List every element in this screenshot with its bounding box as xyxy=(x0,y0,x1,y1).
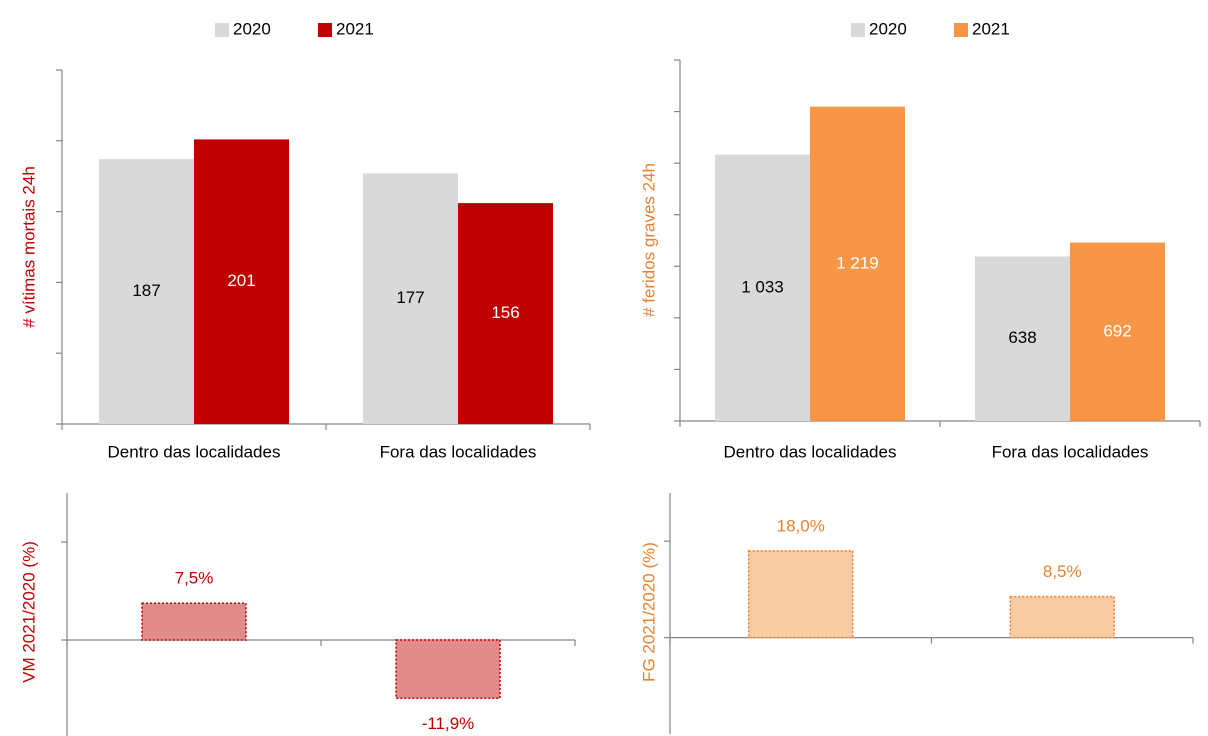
legend-label: 2021 xyxy=(972,19,1010,38)
legend-swatch xyxy=(215,23,229,37)
legend-swatch xyxy=(954,23,968,37)
bar xyxy=(1009,595,1115,639)
bar xyxy=(363,173,458,424)
value-label: 18,0% xyxy=(777,516,825,535)
bar xyxy=(975,256,1070,421)
legend-label: 2020 xyxy=(233,19,271,38)
x-tick-label: Fora das localidades xyxy=(380,442,537,461)
value-label: -11,9% xyxy=(422,714,475,733)
bar xyxy=(458,203,553,424)
legend-swatch xyxy=(851,23,865,37)
legend-label: 2020 xyxy=(869,19,907,38)
value-label: 1 033 xyxy=(741,277,784,296)
value-label: 692 xyxy=(1103,321,1131,340)
value-label: 187 xyxy=(132,281,160,300)
value-label: 177 xyxy=(396,288,424,307)
y-axis-title: # vítimas mortais 24h xyxy=(19,166,38,328)
value-label: 201 xyxy=(227,271,255,290)
bar xyxy=(810,106,905,421)
value-label: 1 219 xyxy=(836,253,879,272)
bar xyxy=(99,159,194,424)
x-tick-label: Fora das localidades xyxy=(992,442,1149,461)
value-label: 156 xyxy=(491,303,519,322)
bar xyxy=(194,139,289,424)
y-axis-title: VM 2021/2020 (%) xyxy=(19,541,38,683)
y-axis-title: # feridos graves 24h xyxy=(639,163,658,317)
x-tick-label: Dentro das localidades xyxy=(108,442,281,461)
bar xyxy=(395,639,501,700)
bar xyxy=(1070,242,1165,421)
value-label: 638 xyxy=(1008,328,1036,347)
legend-label: 2021 xyxy=(336,19,374,38)
value-label: 7,5% xyxy=(175,569,214,588)
bar xyxy=(748,550,854,639)
legend-swatch xyxy=(318,23,332,37)
value-label: 8,5% xyxy=(1043,562,1082,581)
bar xyxy=(141,602,247,641)
y-axis-title: FG 2021/2020 (%) xyxy=(639,542,658,682)
x-tick-label: Dentro das localidades xyxy=(724,442,897,461)
bar xyxy=(715,154,810,421)
